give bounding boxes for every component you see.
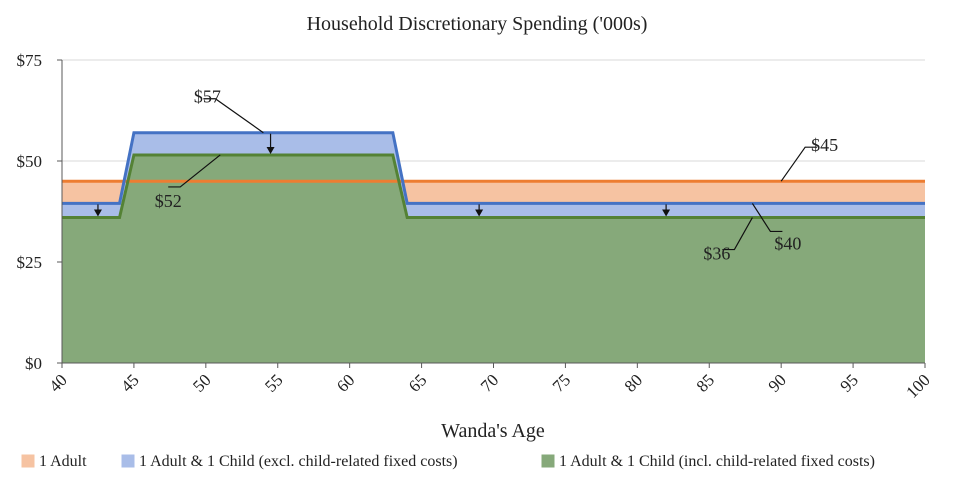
- difference-arrows: [93, 133, 671, 217]
- x-tick-label: 85: [693, 370, 718, 395]
- legend: 1 Adult 1 Adult & 1 Child (excl. child-re…: [21, 453, 875, 470]
- line-series-2: [62, 131, 925, 205]
- y-tick-label: $25: [17, 253, 43, 272]
- x-tick-label: 60: [333, 370, 358, 395]
- x-tick-label: 70: [477, 370, 502, 395]
- callout-leader: [203, 98, 264, 134]
- callout-label: $52: [155, 191, 182, 211]
- down-arrow-head: [475, 209, 484, 217]
- x-tick-label: 65: [405, 370, 430, 395]
- x-tick-label: 95: [836, 370, 861, 395]
- x-axis-title: Wanda's Age: [441, 420, 545, 442]
- y-tick-label: $0: [25, 354, 42, 373]
- x-tick-label: 100: [902, 370, 933, 401]
- x-tick-label: 45: [117, 370, 142, 395]
- legend-swatch-1: [21, 454, 35, 468]
- series-areas: [62, 132, 925, 363]
- axes: [57, 59, 926, 368]
- x-tick-label: 50: [189, 370, 214, 395]
- area-series-3: [62, 154, 925, 363]
- callout-leader: [780, 146, 818, 182]
- callout-leader: [751, 203, 783, 233]
- y-tick-label: $75: [17, 51, 43, 70]
- down-arrow-head: [662, 209, 671, 217]
- line-series-3: [62, 153, 925, 220]
- legend-swatch-3: [541, 454, 555, 468]
- legend-swatch-2: [121, 454, 135, 468]
- x-tick-label: 55: [261, 370, 286, 395]
- y-tick-label: $50: [17, 152, 43, 171]
- value-callouts: $57 $52 $45 $40 $36: [155, 87, 838, 264]
- x-tick-labels: 40 45 50 55 60 65 70 75 80 85 90 95 100: [45, 370, 933, 401]
- x-tick-label: 90: [765, 370, 790, 395]
- callout-label: $45: [811, 135, 838, 155]
- down-arrow-head: [93, 209, 102, 217]
- callout-leader: [168, 154, 221, 188]
- x-tick-label: 40: [45, 370, 70, 395]
- legend-label-1: 1 Adult: [39, 453, 87, 470]
- callout-label: $40: [774, 233, 801, 253]
- chart-title: Household Discretionary Spending ('000s): [307, 13, 648, 35]
- legend-label-2: 1 Adult & 1 Child (excl. child-related f…: [139, 453, 458, 470]
- x-tick-label: 75: [549, 370, 574, 395]
- legend-label-3: 1 Adult & 1 Child (incl. child-related f…: [559, 453, 875, 470]
- x-tick-label: 80: [621, 370, 646, 395]
- callout-label: $57: [194, 87, 221, 107]
- callout-leader: [722, 217, 753, 251]
- y-tick-labels: $0 $25 $50 $75: [17, 51, 43, 373]
- down-arrow-head: [266, 146, 275, 154]
- callout-label: $36: [703, 244, 730, 264]
